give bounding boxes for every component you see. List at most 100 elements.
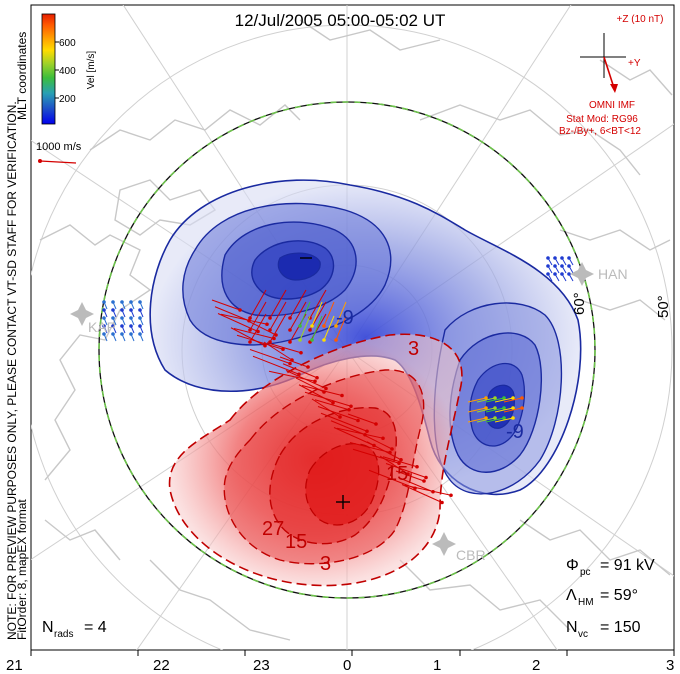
station-label-han: HAN [598,266,628,282]
velocity-vector [404,484,452,496]
imf-z-label: +Z (10 nT) [617,14,664,25]
velocity-vector [269,289,287,319]
velocity-vector [467,407,487,413]
velocity-vector [269,301,287,331]
imf-y-label: +Y [628,58,641,69]
velocity-vector-origin [567,256,571,260]
velocity-vector [333,427,375,446]
velocity-vector [211,299,241,311]
velocity-vector [398,477,434,493]
velocity-vector-origin [520,406,524,410]
contour-label: 3 [320,553,331,575]
velocity-vector-origin [288,316,292,320]
velocity-vector [236,334,284,350]
velocity-vector [279,356,309,368]
velocity-vector-origin [484,396,488,400]
velocity-vector-origin [129,332,133,336]
velocity-vector [352,448,400,464]
velocity-vector-origin [349,404,353,409]
svg-text:= 59°: = 59° [600,587,638,604]
velocity-vector [349,442,391,453]
radar-site-cbr: CBR [432,532,486,563]
velocity-vector-origin [298,324,302,328]
velocity-vector-origin [493,406,497,410]
velocity-vector [401,484,443,503]
velocity-vector-origin [268,340,272,344]
velocity-vector-origin [129,316,133,320]
velocity-vector-origin [546,264,550,268]
imf-source: OMNI IMF [589,100,635,111]
velocity-vector [311,398,341,418]
velocity-vector-origin [138,300,142,304]
mlt-label: 22 [153,657,170,674]
mlt-label: 21 [6,657,23,674]
svg-text:Φ: Φ [566,557,579,574]
velocity-vector-origin [310,338,314,342]
svg-text:N: N [566,619,578,636]
velocity-vector-origin [340,393,344,398]
velocity-vector-origin [493,396,497,400]
velocity-vector [252,355,300,375]
velocity-vector-origin [120,308,124,312]
velocity-vector-origin [546,256,550,260]
svg-text:pc: pc [580,567,591,578]
velocity-vector-origin [493,416,497,420]
velocity-vector [320,412,368,432]
imf-condition: Bz-/By+, 6<BT<12 [559,126,641,137]
velocity-vector-origin [356,418,360,423]
velocity-vector [363,434,393,450]
velocity-vector-origin [365,429,369,434]
velocity-vector-origin [288,328,292,332]
colorbar [41,13,56,125]
velocity-vector-origin [449,493,453,498]
velocity-vector-origin [138,324,142,328]
svg-text:= 4: = 4 [84,619,107,636]
velocity-vector-origin [511,396,515,400]
mlt-label: 3 [666,657,674,674]
fit-order-note: FitOrder: 8, mapEX format [15,499,29,640]
velocity-vector-origin [322,338,326,342]
contour-label: 15 [285,531,307,553]
svg-text:N: N [42,619,54,636]
velocity-vector [309,289,327,319]
velocity-vector-origin [553,272,557,276]
mlt-label: 2 [532,657,540,674]
velocity-vector [299,315,311,341]
velocity-vector [347,413,377,425]
velocity-vector [395,470,425,482]
velocity-vector-origin [299,350,303,355]
velocity-vector [503,407,523,413]
velocity-vector [382,456,418,468]
velocity-vector-origin [567,272,571,276]
velocity-vector [214,306,250,322]
velocity-vector-origin [263,343,267,348]
velocity-vector [249,349,291,364]
velocity-vector-origin [298,338,302,342]
colorbar-tick: 400 [59,66,76,77]
velocity-vector-origin [111,324,115,328]
mlt-label: 1 [433,657,441,674]
svg-text:HM: HM [578,597,594,608]
velocity-vector-origin [308,328,312,332]
contour-label: -9 [336,307,354,329]
velocity-vector-origin [248,340,252,344]
velocity-vector [317,406,359,421]
velocity-vector [249,289,267,319]
velocity-vector [249,313,267,343]
velocity-vector-origin [560,264,564,268]
velocity-vector-origin [272,336,276,341]
svg-text:= 91 kV: = 91 kV [600,557,655,574]
velocity-vector [311,315,323,341]
preview-note: NOTE: FOR PREVIEW PURPOSES ONLY, PLEASE … [5,101,19,640]
velocity-vector [494,407,514,413]
mlt-ticks [30,650,675,656]
hm-boundary [98,101,596,599]
contour-label: -9 [506,421,524,443]
cross-polar-cap-potential: Φ pc = 91 kV [566,557,655,578]
potential-maximum-marker [336,495,350,509]
velocity-vector [336,427,384,439]
velocity-vector-origin [331,400,335,405]
radar-site-han: HAN [570,262,628,286]
velocity-vector [485,407,505,413]
velocity-vector-origin [381,436,385,441]
